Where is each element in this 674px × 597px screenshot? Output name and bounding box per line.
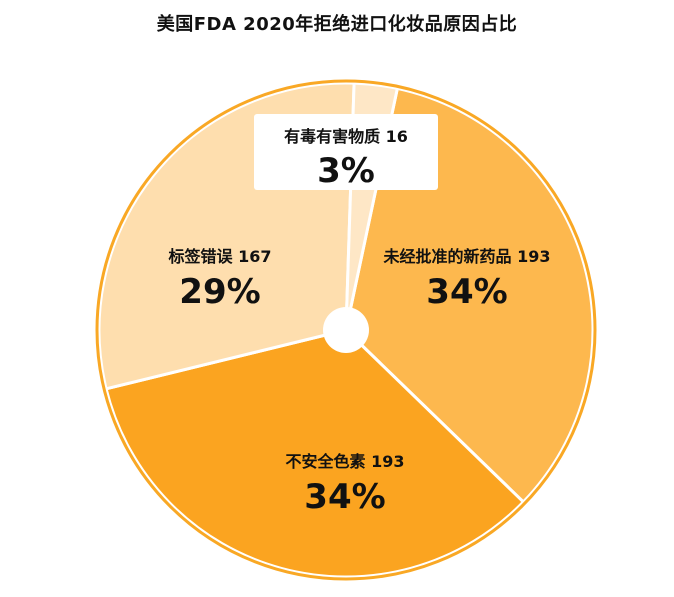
slice-new-drug — [344, 86, 595, 504]
chart-title: 美国FDA 2020年拒绝进口化妆品原因占比 — [156, 14, 518, 35]
slice-label-mislabeling: 标签错误 167 — [168, 247, 272, 266]
slice-percent-mislabeling: 29% — [179, 272, 260, 312]
slice-label-unsafe-colorant: 不安全色素 193 — [286, 452, 405, 471]
center-hole — [323, 307, 369, 353]
slice-percent-toxic-substance: 3% — [317, 151, 375, 191]
slice-label-new-drug: 未经批准的新药品 193 — [383, 247, 551, 266]
pie-outline — [95, 79, 597, 581]
slice-unsafe-colorant — [104, 328, 525, 579]
toxic-substance-callout — [254, 114, 438, 190]
pie-slices — [95, 79, 597, 581]
slice-percent-new-drug: 34% — [426, 272, 507, 312]
slice-label-toxic-substance: 有毒有害物质 16 — [284, 127, 408, 146]
slice-percent-unsafe-colorant: 34% — [304, 477, 385, 517]
